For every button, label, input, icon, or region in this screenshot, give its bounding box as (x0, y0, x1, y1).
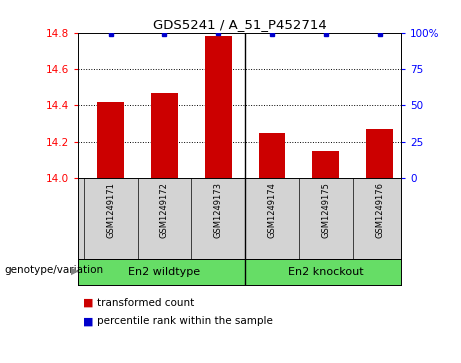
Text: GSM1249175: GSM1249175 (321, 182, 330, 238)
Text: GSM1249173: GSM1249173 (214, 182, 223, 238)
Bar (259, 133, 285, 178)
Bar (151, 93, 178, 178)
Bar (97, 102, 124, 178)
Text: En2 wildtype: En2 wildtype (128, 267, 201, 277)
Text: ■: ■ (83, 298, 94, 308)
Text: GSM1249174: GSM1249174 (267, 182, 277, 238)
Bar (245, 259, 401, 285)
Text: genotype/variation: genotype/variation (5, 265, 104, 276)
Title: GDS5241 / A_51_P452714: GDS5241 / A_51_P452714 (153, 19, 326, 32)
Text: transformed count: transformed count (97, 298, 194, 308)
Bar (313, 151, 339, 178)
Text: En2 knockout: En2 knockout (288, 267, 364, 277)
Text: GSM1249176: GSM1249176 (375, 182, 384, 238)
Text: percentile rank within the sample: percentile rank within the sample (97, 316, 273, 326)
Text: ▶: ▶ (71, 265, 79, 276)
Text: ■: ■ (83, 316, 94, 326)
Text: GSM1249171: GSM1249171 (106, 182, 115, 238)
Bar (366, 129, 393, 178)
Bar (78, 259, 245, 285)
Bar (205, 36, 231, 178)
Text: GSM1249172: GSM1249172 (160, 182, 169, 238)
